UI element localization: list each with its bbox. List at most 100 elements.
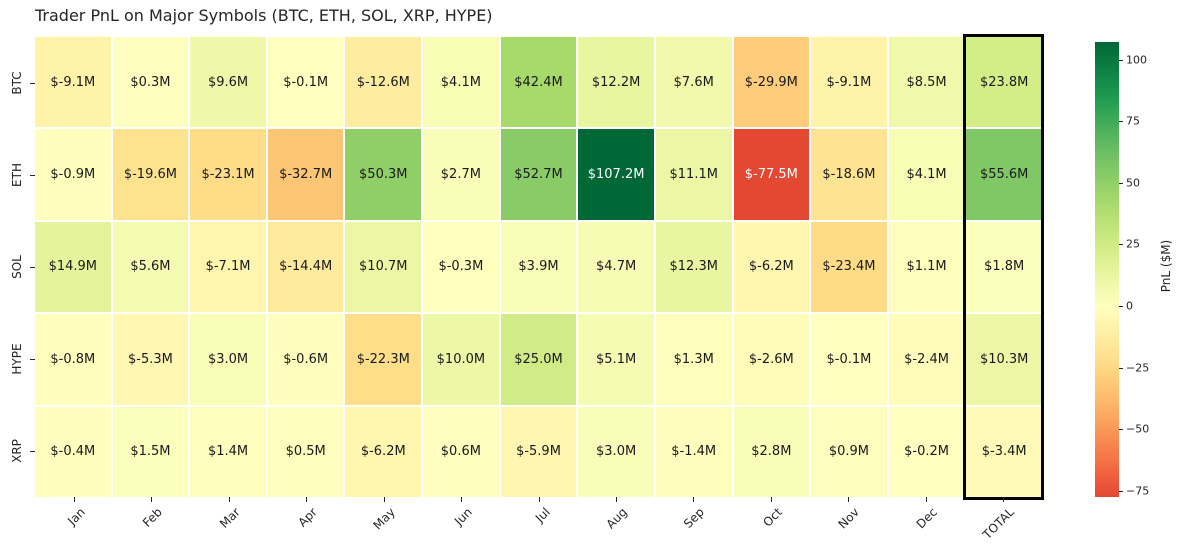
heatmap-cell-BTC-Dec: $8.5M — [888, 37, 965, 128]
heatmap-cell-XRP-Jun: $0.6M — [423, 406, 499, 497]
heatmap-cell-ETH-TOTAL: $55.6M — [966, 129, 1042, 220]
heatmap-cell-HYPE-Oct: $-2.6M — [733, 314, 810, 405]
colorbar-tick-label-25: 25 — [1126, 237, 1140, 251]
colorbar-tick-mark — [1119, 490, 1123, 492]
heatmap-cell-SOL-May: $10.7M — [345, 221, 422, 313]
heatmap-cell-BTC-Jul: $42.4M — [500, 37, 577, 128]
x-tick-label-Jul: Jul — [532, 505, 553, 526]
y-tick-label-ETH: ETH — [10, 163, 24, 187]
heatmap-cell-ETH-Sep: $11.1M — [655, 129, 732, 220]
heatmap-cell-ETH-Mar: $-23.1M — [190, 129, 266, 220]
y-tick-label-BTC: BTC — [10, 71, 24, 95]
heatmap-cell-BTC-Oct: $-29.9M — [733, 37, 810, 128]
heatmap-cell-XRP-Sep: $-1.4M — [655, 406, 732, 497]
heatmap-cell-XRP-Jul: $-5.9M — [500, 406, 577, 497]
heatmap-cell-HYPE-Jan: $-0.8M — [35, 314, 111, 405]
x-tick-label-Oct: Oct — [760, 505, 785, 530]
heatmap-cell-XRP-Mar: $1.4M — [190, 406, 266, 497]
colorbar-tick-mark — [1119, 244, 1123, 246]
x-tick-mark — [848, 497, 850, 502]
x-tick-mark — [615, 497, 617, 502]
heatmap-cell-HYPE-TOTAL: $10.3M — [966, 314, 1042, 405]
heatmap-cell-BTC-May: $-12.6M — [345, 37, 422, 128]
heatmap-cell-SOL-Nov: $-23.4M — [811, 221, 887, 313]
x-tick-mark — [383, 497, 385, 502]
heatmap-cell-ETH-Apr: $-32.7M — [267, 129, 344, 220]
heatmap-cell-BTC-Apr: $-0.1M — [267, 37, 344, 128]
heatmap-cell-HYPE-Dec: $-2.4M — [888, 314, 965, 405]
x-tick-mark — [925, 497, 927, 502]
x-tick-mark — [693, 497, 695, 502]
heatmap-cell-ETH-Dec: $4.1M — [888, 129, 965, 220]
heatmap-cell-HYPE-Feb: $-5.3M — [112, 314, 189, 405]
x-tick-label-Dec: Dec — [913, 505, 940, 532]
colorbar-tick-label-0: 0 — [1126, 299, 1133, 313]
heatmap-cell-XRP-Apr: $0.5M — [267, 406, 344, 497]
colorbar-label: PnL ($M) — [1159, 239, 1173, 293]
y-tick-mark — [30, 83, 35, 84]
heatmap-cell-XRP-May: $-6.2M — [345, 406, 422, 497]
y-tick-label-HYPE: HYPE — [10, 343, 24, 375]
heatmap-cell-SOL-Jul: $3.9M — [500, 221, 577, 313]
heatmap-cell-XRP-Dec: $-0.2M — [888, 406, 965, 497]
x-tick-label-Aug: Aug — [603, 505, 630, 532]
heatmap-cell-XRP-Aug: $3.0M — [578, 406, 654, 497]
heatmap-cell-SOL-Sep: $12.3M — [655, 221, 732, 313]
colorbar-tick-mark — [1119, 59, 1123, 61]
heatmap-cell-SOL-Apr: $-14.4M — [267, 221, 344, 313]
heatmap-cell-XRP-TOTAL: $-3.4M — [966, 406, 1042, 497]
heatmap-cell-SOL-Oct: $-6.2M — [733, 221, 810, 313]
heatmap-cell-ETH-Nov: $-18.6M — [811, 129, 887, 220]
y-tick-mark — [30, 359, 35, 360]
heatmap-cell-ETH-Feb: $-19.6M — [112, 129, 189, 220]
x-tick-label-Mar: Mar — [216, 505, 243, 531]
colorbar-tick-label--50: −50 — [1126, 422, 1150, 436]
heatmap-cell-XRP-Jan: $-0.4M — [35, 406, 111, 497]
heatmap-cell-BTC-Nov: $-9.1M — [811, 37, 887, 128]
heatmap-cell-BTC-Mar: $9.6M — [190, 37, 266, 128]
heatmap-cell-SOL-Jun: $-0.3M — [423, 221, 499, 313]
x-tick-mark — [306, 497, 308, 502]
y-tick-mark — [30, 267, 35, 268]
heatmap-cell-HYPE-May: $-22.3M — [345, 314, 422, 405]
heatmap-cell-SOL-Feb: $5.6M — [112, 221, 189, 313]
colorbar-tick-mark — [1119, 367, 1123, 369]
heatmap-cell-XRP-Feb: $1.5M — [112, 406, 189, 497]
x-tick-label-May: May — [370, 505, 398, 533]
y-tick-mark — [30, 175, 35, 176]
heatmap-cell-BTC-Feb: $0.3M — [112, 37, 189, 128]
x-tick-mark — [770, 497, 772, 502]
heatmap-cell-BTC-Sep: $7.6M — [655, 37, 732, 128]
heatmap-cell-SOL-Jan: $14.9M — [35, 221, 111, 313]
chart-title: Trader PnL on Major Symbols (BTC, ETH, S… — [35, 6, 493, 25]
x-tick-label-Jan: Jan — [64, 505, 88, 528]
x-tick-mark — [461, 497, 463, 502]
heatmap-cell-BTC-Aug: $12.2M — [578, 37, 654, 128]
colorbar-tick-label--25: −25 — [1126, 361, 1150, 375]
x-tick-mark — [73, 497, 75, 502]
heatmap-cell-HYPE-Jul: $25.0M — [500, 314, 577, 405]
heatmap-cell-ETH-Jan: $-0.9M — [35, 129, 111, 220]
x-tick-label-Feb: Feb — [140, 505, 166, 530]
heatmap-cell-ETH-Jun: $2.7M — [423, 129, 499, 220]
heatmap-cell-SOL-Aug: $4.7M — [578, 221, 654, 313]
colorbar-tick-label--75: −75 — [1126, 484, 1150, 498]
colorbar-gradient — [1095, 42, 1119, 497]
heatmap-cell-BTC-Jun: $4.1M — [423, 37, 499, 128]
y-tick-mark — [30, 451, 35, 452]
heatmap-cell-XRP-Nov: $0.9M — [811, 406, 887, 497]
x-tick-mark — [538, 497, 540, 502]
x-tick-label-Nov: Nov — [835, 505, 863, 532]
heatmap-cell-HYPE-Mar: $3.0M — [190, 314, 266, 405]
x-tick-mark — [1003, 497, 1005, 502]
heatmap-cell-SOL-Dec: $1.1M — [888, 221, 965, 313]
heatmap-cell-XRP-Oct: $2.8M — [733, 406, 810, 497]
colorbar-tick-mark — [1119, 121, 1123, 123]
x-tick-mark — [228, 497, 230, 502]
heatmap-cell-SOL-TOTAL: $1.8M — [966, 221, 1042, 313]
heatmap-cell-BTC-Jan: $-9.1M — [35, 37, 111, 128]
heatmap-cell-ETH-May: $50.3M — [345, 129, 422, 220]
colorbar-tick-mark — [1119, 306, 1123, 308]
heatmap-cell-HYPE-Nov: $-0.1M — [811, 314, 887, 405]
